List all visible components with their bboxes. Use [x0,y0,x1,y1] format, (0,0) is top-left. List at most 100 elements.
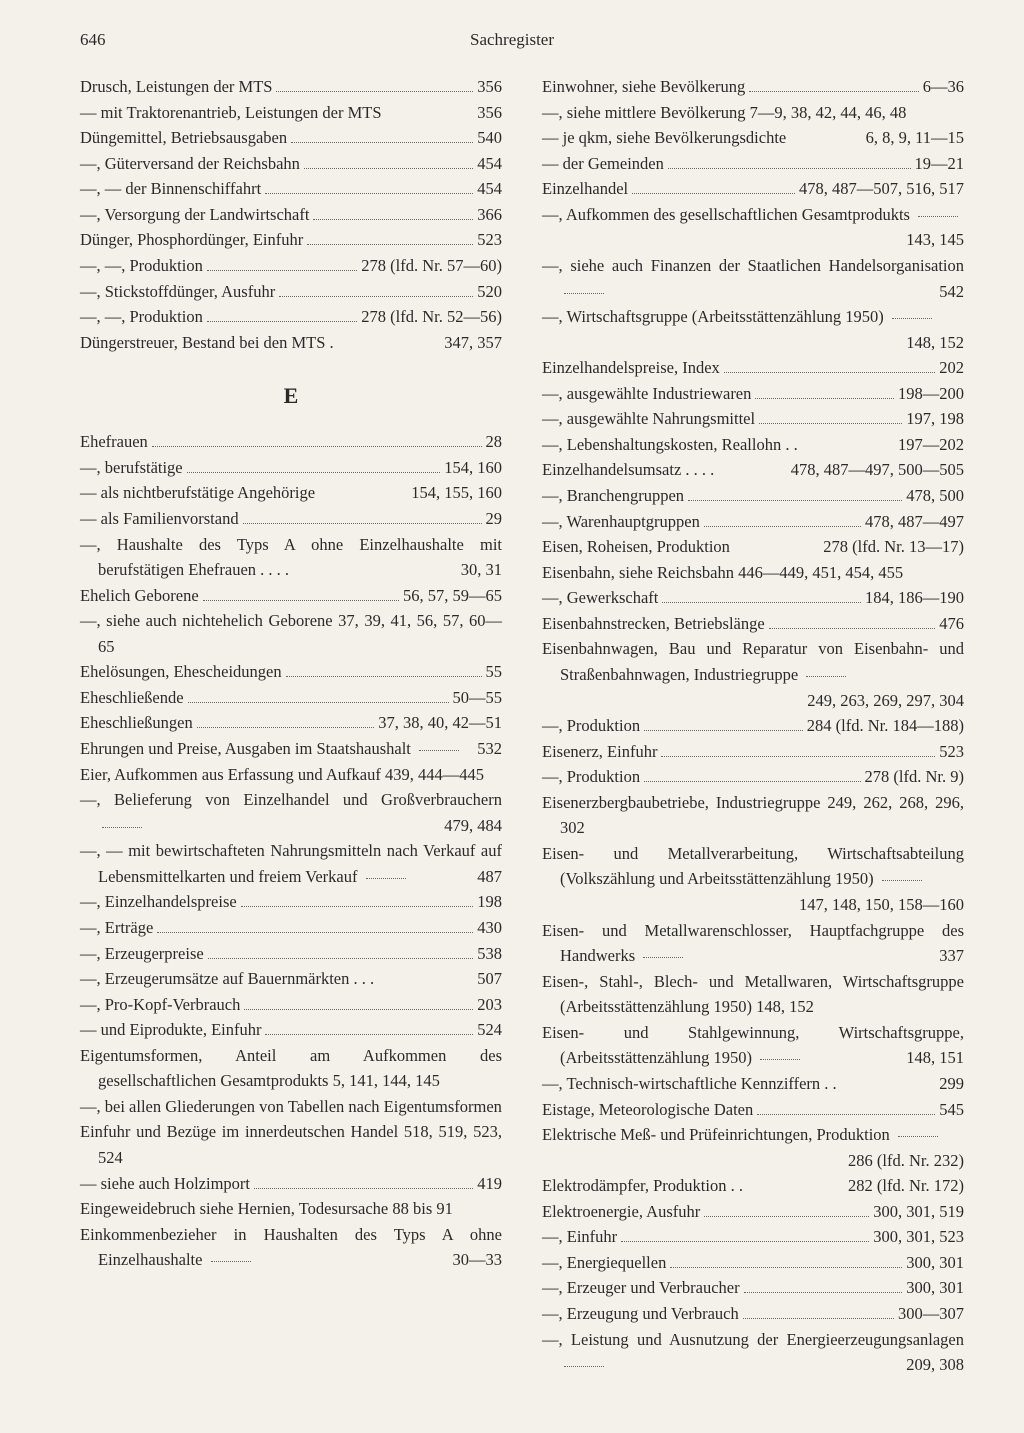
page-ref: 540 [477,125,502,151]
page-ref: 148, 152 [924,330,964,356]
index-entry: —, — der Binnenschiffahrt454 [80,176,502,202]
leader-dots [265,193,473,194]
index-entry: Ehefrauen28 [80,429,502,455]
index-entry: —, —, Produktion278 (lfd. Nr. 52—56) [80,304,502,330]
leader-dots [304,168,473,169]
entry-text: —, Gewerkschaft [542,585,658,611]
index-entry: Elektrische Meß- und Prüfeinrichtungen, … [542,1122,964,1173]
leader-dots [207,270,357,271]
page-ref: 278 (lfd. Nr. 9) [865,764,964,790]
page-ref: 299 [939,1071,964,1097]
entry-text: Eisenbahnstrecken, Betriebslänge [542,611,765,637]
entry-text: —, Einzelhandelspreise [80,889,237,915]
entry-text: —, Erzeugerpreise [80,941,204,967]
index-entry: —, berufstätige154, 160 [80,455,502,481]
index-entry: —, siehe mittlere Bevölkerung 7—9, 38, 4… [542,100,964,126]
entry-text: Düngerstreuer, Bestand bei den MTS . [80,330,334,356]
entry-text: —, —, Produktion [80,253,203,279]
index-entry: Eisenerz, Einfuhr523 [542,739,964,765]
entry-text: —, —, Produktion [80,304,203,330]
leader-dots [276,91,473,92]
index-entry: Einzelhandelspreise, Index 202 [542,355,964,381]
index-entry: —, Einzelhandelspreise198 [80,889,502,915]
entry-text: Düngemittel, Betriebsausgaben [80,125,287,151]
page-ref: 56, 57, 59—65 [403,583,502,609]
index-entry: Eisen- und Metallverarbeitung, Wirtschaf… [542,841,964,918]
page-ref: 209, 308 [924,1352,964,1378]
leader-dots [241,906,474,907]
index-entry: Eier, Aufkommen aus Erfassung und Aufkau… [80,762,502,788]
index-entry: —, Versorgung der Landwirtschaft366 [80,202,502,228]
entry-text: Einzelhandel [542,176,628,202]
page-ref: 356 [477,100,502,126]
right-column: Einwohner, siehe Bevölkerung6—36—, siehe… [542,74,964,1378]
page-ref: 6, 8, 9, 11—15 [866,125,964,151]
page-ref: 419 [477,1171,502,1197]
leader-dots [632,193,795,194]
entry-text: Eisen, Roheisen, Produktion [542,534,730,560]
index-entry: Eigentumsformen, Anteil am Aufkommen des… [80,1043,502,1094]
page-ref: 154, 160 [444,455,502,481]
index-entry: —, Technisch-wirtschaftliche Kennziffern… [542,1071,964,1097]
page-ref: 50—55 [453,685,503,711]
page-ref: 520 [477,279,502,305]
index-entry: — siehe auch Holzimport419 [80,1171,502,1197]
page-ref: 356 [477,74,502,100]
page-ref: 476 [939,611,964,637]
index-entry: —, siehe auch nichtehelich Geborene 37, … [80,608,502,659]
page-ref: 29 [486,506,503,532]
index-entry: — mit Traktorenantrieb, Leistungen der M… [80,100,502,126]
index-entry: Einkommenbezieher in Haushalten des Typs… [80,1222,502,1273]
index-entry: Einzelhandel 478, 487—507, 516, 517 [542,176,964,202]
page-ref: 478, 487—507, 516, 517 [799,176,964,202]
index-entry: —, Erträge430 [80,915,502,941]
index-entry: —, Pro-Kopf-Verbrauch203 [80,992,502,1018]
section-letter: E [80,379,502,413]
entry-text: — als Familienvorstand [80,506,239,532]
page-ref: 507 [477,966,502,992]
entry-text: Einzelhandelspreise, Index [542,355,720,381]
index-entry: Eisen- und Stahlgewinnung, Wirtschaftsgr… [542,1020,964,1071]
entry-text: —, Stickstoffdünger, Ausfuhr [80,279,275,305]
page-ref: 249, 263, 269, 297, 304 [825,688,964,714]
entry-text: Eheschließungen [80,710,193,736]
leader-dots [265,1034,473,1035]
page-ref: 478, 487—497, 500—505 [791,457,964,483]
leader-dots [755,398,894,399]
leader-dots [704,526,861,527]
index-entry: Eisenbahn, siehe Reichsbahn 446—449, 451… [542,560,964,586]
leader-dots [188,702,449,703]
index-entry: —, Produktion 278 (lfd. Nr. 9) [542,764,964,790]
page-header: 646 Sachregister [80,30,964,50]
index-entry: Eheschließungen37, 38, 40, 42—51 [80,710,502,736]
index-entry: Elektrodämpfer, Produktion . . 282 (lfd.… [542,1173,964,1199]
index-entry: Eistage, Meteorologische Daten545 [542,1097,964,1123]
page-ref: 202 [939,355,964,381]
index-entry: —, ausgewählte Nahrungsmittel197, 198 [542,406,964,432]
entry-text: Drusch, Leistungen der MTS [80,74,272,100]
page-ref: 30, 31 [479,557,502,583]
index-entry: Eisenbahnstrecken, Betriebslänge 476 [542,611,964,637]
leader-dots [307,244,473,245]
left-column: Drusch, Leistungen der MTS 356— mit Trakt… [80,74,502,1378]
page-ref: 478, 500 [906,483,964,509]
index-entry: Eheschließende50—55 [80,685,502,711]
index-entry: —, bei allen Gliederungen von Tabellen n… [80,1094,502,1120]
index-entry: Einfuhr und Bezüge im innerdeutschen Han… [80,1119,502,1170]
leader-dots [644,730,803,731]
index-entry: —, siehe auch Finanzen der Staatlichen H… [542,253,964,304]
index-entry: —, Aufkommen des gesellschaftlichen Gesa… [542,202,964,253]
index-entry: —, Einfuhr300, 301, 523 [542,1224,964,1250]
entry-text: —, Produktion [542,764,640,790]
index-entry: Einzelhandelsumsatz . . . . 478, 487—497… [542,457,964,483]
index-entry: Ehelich Geborene56, 57, 59—65 [80,583,502,609]
leader-dots [668,168,911,169]
index-entry: —, Produktion284 (lfd. Nr. 184—188) [542,713,964,739]
page-ref: 184, 186—190 [865,585,964,611]
page-ref: 523 [477,227,502,253]
page-number: 646 [80,30,106,50]
entry-text: — als nichtberufstätige Angehörige [80,480,315,506]
leader-dots [688,500,902,501]
page-ref: 300—307 [898,1301,964,1327]
index-entry: Düngemittel, Betriebsausgaben 540 [80,125,502,151]
